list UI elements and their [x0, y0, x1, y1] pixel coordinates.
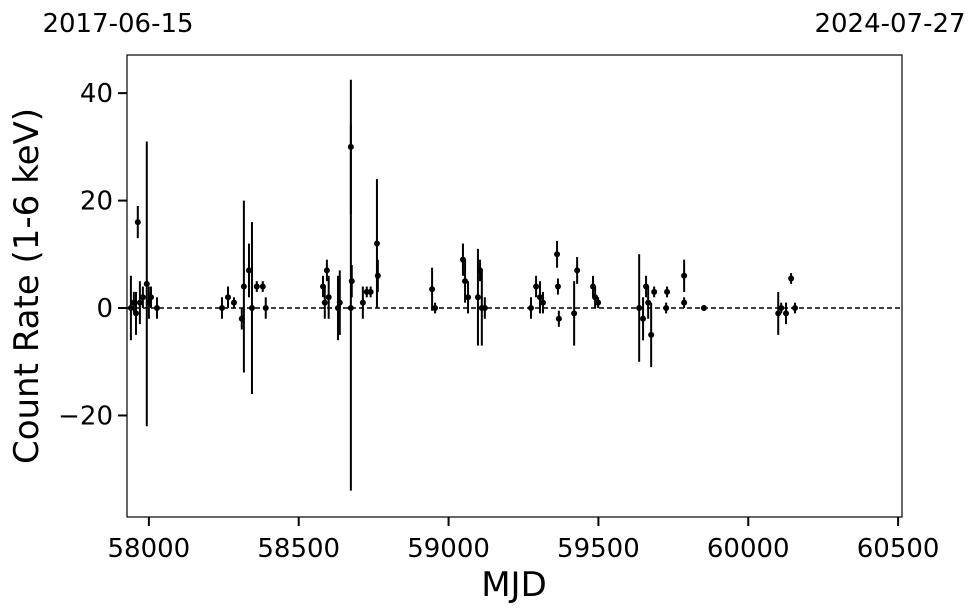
x-tick-label: 60000	[707, 534, 790, 564]
x-tick-label: 60500	[857, 534, 940, 564]
data-point	[325, 294, 332, 301]
data-point	[554, 251, 561, 258]
data-point	[127, 305, 134, 312]
data-point	[792, 305, 799, 312]
data-point	[645, 299, 652, 306]
data-point	[245, 267, 252, 274]
data-point	[462, 278, 469, 285]
data-point	[477, 267, 484, 274]
data-point	[663, 305, 670, 312]
data-point	[555, 315, 562, 322]
data-point	[465, 294, 472, 301]
y-tick-label: 40	[80, 79, 113, 109]
data-point	[259, 283, 266, 290]
data-point	[224, 294, 231, 301]
data-point	[778, 305, 785, 312]
data-point	[590, 283, 597, 290]
data-point	[648, 331, 655, 338]
data-point	[139, 294, 146, 301]
y-tick-label: 0	[96, 294, 113, 324]
data-point	[640, 315, 647, 322]
data-point	[321, 299, 328, 306]
data-point	[219, 305, 226, 312]
data-point	[536, 294, 543, 301]
data-point	[240, 283, 247, 290]
data-point	[571, 310, 578, 317]
data-point	[347, 305, 354, 312]
data-point	[595, 299, 602, 306]
data-point	[432, 305, 439, 312]
data-point	[367, 288, 374, 295]
data-point	[153, 305, 160, 312]
data-point	[248, 305, 255, 312]
data-point	[783, 310, 790, 317]
data-point	[681, 299, 688, 306]
data-point	[643, 283, 650, 290]
data-point	[134, 219, 141, 226]
y-tick-label: −20	[58, 401, 113, 431]
data-point	[336, 299, 343, 306]
data-point	[374, 272, 381, 279]
data-point	[700, 305, 707, 312]
y-axis-label: Count Rate (1-6 keV)	[7, 108, 47, 464]
x-tick-label: 59500	[557, 534, 640, 564]
data-point	[136, 299, 143, 306]
data-point	[636, 305, 643, 312]
x-axis-label: MJD	[481, 565, 547, 605]
data-point	[681, 272, 688, 279]
plot-frame	[126, 54, 903, 518]
data-point	[334, 305, 341, 312]
x-tick-label: 59000	[407, 534, 490, 564]
data-point	[788, 275, 795, 282]
data-point	[348, 278, 355, 285]
data-point	[253, 283, 260, 290]
data-point	[373, 240, 380, 247]
data-point	[147, 294, 154, 301]
data-point	[481, 305, 488, 312]
data-point	[230, 299, 237, 306]
data-point	[359, 299, 366, 306]
data-point	[533, 283, 540, 290]
data-point	[592, 294, 599, 301]
data-point	[527, 305, 534, 312]
data-point	[539, 299, 546, 306]
data-point	[574, 267, 581, 274]
x-tick-label: 58500	[257, 534, 340, 564]
data-point	[474, 294, 481, 301]
data-point	[459, 256, 466, 263]
data-point	[262, 305, 269, 312]
data-point	[664, 288, 671, 295]
y-tick-label: 20	[80, 187, 113, 217]
data-point	[143, 280, 150, 287]
data-point	[554, 283, 561, 290]
data-point	[323, 267, 330, 274]
data-point	[775, 310, 782, 317]
top-right-label: 2024-07-27	[814, 9, 965, 39]
data-point	[651, 288, 658, 295]
x-tick-label: 58000	[108, 534, 191, 564]
data-point	[238, 315, 245, 322]
data-point	[130, 299, 137, 306]
data-point	[319, 283, 326, 290]
data-point	[132, 310, 139, 317]
data-point	[347, 143, 354, 150]
top-left-label: 2017-06-15	[42, 9, 193, 39]
data-point	[145, 299, 152, 306]
data-point	[429, 286, 436, 293]
